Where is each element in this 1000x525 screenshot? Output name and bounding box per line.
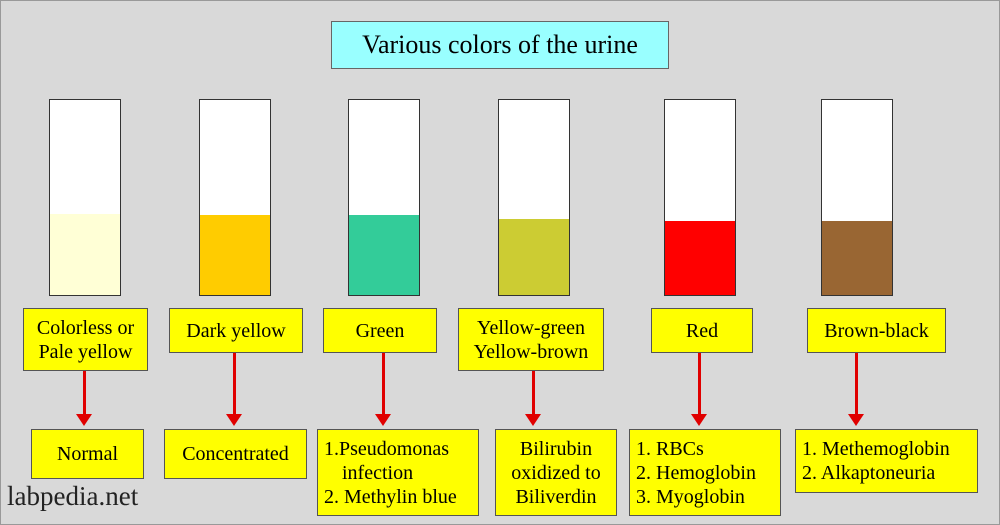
color-label: Brown-black <box>807 308 946 353</box>
cause-box: Normal <box>31 429 144 479</box>
label-line: Green <box>355 319 405 342</box>
cause-line: 2. Alkaptoneuria <box>802 462 936 484</box>
label-line: Pale yellow <box>38 340 133 363</box>
arrow-head <box>525 414 541 426</box>
cause-line: 2. Hemoglobin <box>636 461 756 484</box>
cause-line: infection <box>342 461 414 484</box>
urine <box>665 221 735 295</box>
cause-line: 3. Myoglobin <box>636 485 745 508</box>
arrow <box>382 353 385 415</box>
cause-line: 1. RBCs <box>636 437 704 460</box>
cause-box: 1.Pseudomonas infection 2. Methylin blue <box>317 429 479 516</box>
cause-line: 1.Pseudomonas <box>324 437 449 460</box>
label-line: Colorless or <box>36 316 135 339</box>
label-line: Dark yellow <box>186 319 286 342</box>
watermark: labpedia.net <box>7 481 139 511</box>
color-label: Dark yellow <box>169 308 303 353</box>
label-line: Red <box>685 319 719 342</box>
cause-line: Biliverdin <box>515 485 597 508</box>
color-label: Red <box>651 308 753 353</box>
title: Various colors of the urine <box>331 21 669 69</box>
cause-box: Concentrated <box>164 429 307 479</box>
color-label: Yellow-green Yellow-brown <box>458 308 604 371</box>
color-label: Green <box>323 308 437 353</box>
arrow-head <box>691 414 707 426</box>
urine <box>822 221 892 295</box>
urine <box>50 214 120 295</box>
arrow-head <box>375 414 391 426</box>
label-line: Brown-black <box>824 319 929 342</box>
arrow-head <box>226 414 242 426</box>
arrow <box>698 353 701 415</box>
arrow <box>532 371 535 415</box>
cause-box: Bilirubin oxidized to Biliverdin <box>495 429 617 516</box>
urine <box>200 215 270 295</box>
arrow <box>83 371 86 415</box>
arrow-head <box>76 414 92 426</box>
label-line: Yellow-green <box>477 316 585 339</box>
cause-line: oxidized to <box>511 461 601 484</box>
cause-line: 2. Methylin blue <box>324 485 457 508</box>
arrow <box>855 353 858 415</box>
urine <box>349 215 419 295</box>
cause-box: 1. Methemoglobin 2. Alkaptoneuria <box>795 429 978 493</box>
color-label: Colorless or Pale yellow <box>23 308 148 371</box>
urine <box>499 219 569 295</box>
arrow-head <box>848 414 864 426</box>
label-line: Yellow-brown <box>473 340 589 363</box>
cause-line: Normal <box>56 443 119 465</box>
cause-line: Concentrated <box>182 443 289 465</box>
cause-line: Bilirubin <box>519 437 593 460</box>
arrow <box>233 353 236 415</box>
cause-box: 1. RBCs 2. Hemoglobin 3. Myoglobin <box>629 429 781 516</box>
cause-line: 1. Methemoglobin <box>802 438 950 460</box>
